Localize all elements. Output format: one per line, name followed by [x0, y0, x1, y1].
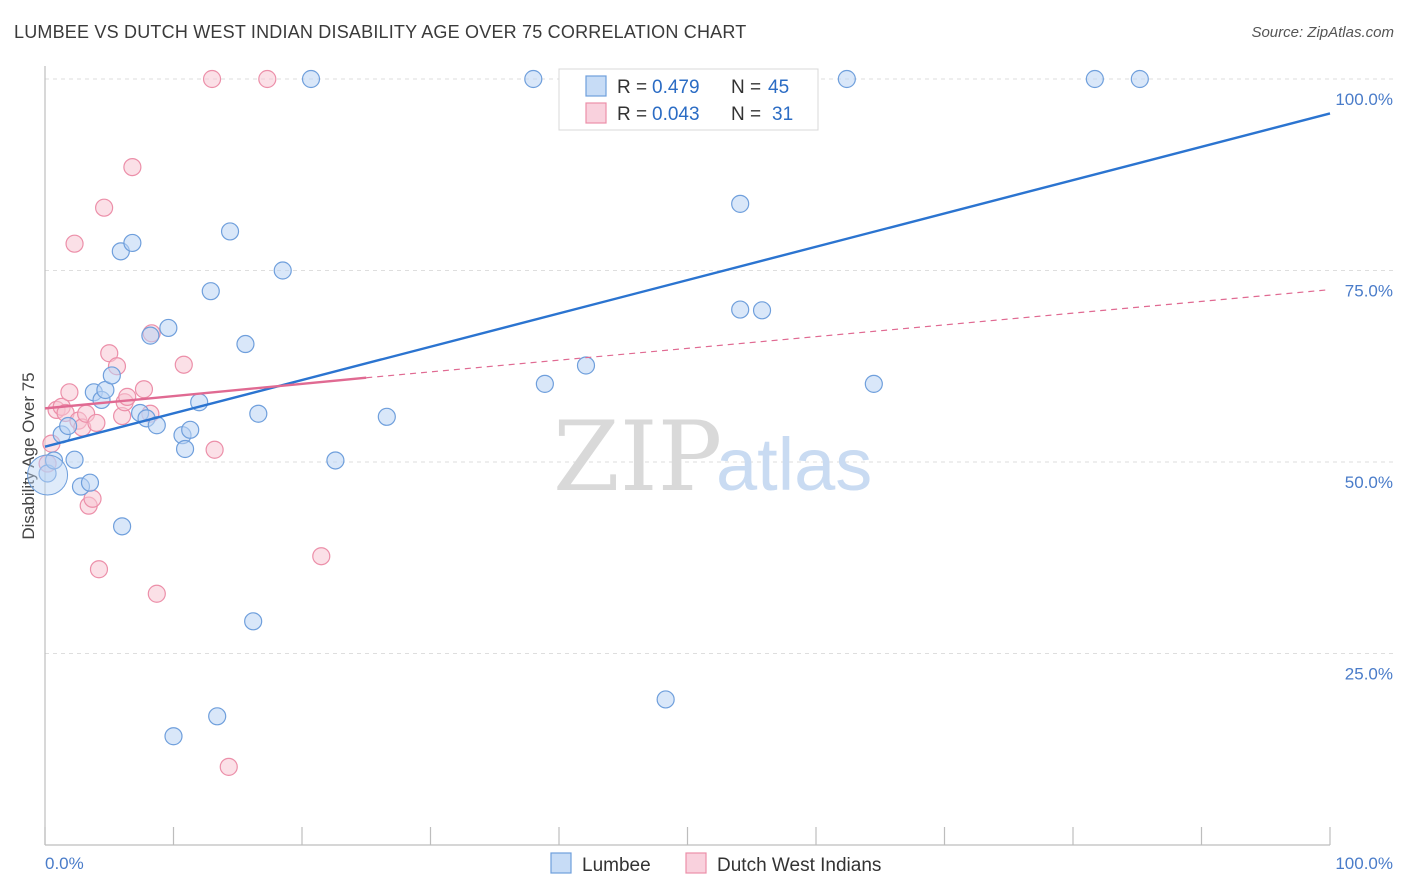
data-point-dutch-west-indians: [258, 69, 277, 89]
data-point-lumbee: [112, 517, 132, 536]
bottom-legend-label-lumbee: Lumbee: [582, 855, 651, 876]
bottom-legend-label-dutch-west-indians: Dutch West Indians: [717, 855, 881, 876]
data-point-dutch-west-indians: [312, 547, 331, 566]
bottom-legend-swatch-dutch-west-indians: [685, 852, 707, 874]
trendline-dutch-west-indians: [44, 376, 367, 410]
data-point-lumbee: [201, 282, 220, 301]
x-tick-label: 0.0%: [45, 854, 84, 873]
watermark-zip: ZIP: [553, 401, 722, 513]
data-point-lumbee: [159, 318, 178, 338]
data-point-lumbee: [181, 420, 200, 439]
data-point-dutch-west-indians: [202, 69, 222, 89]
data-point-dutch-west-indians: [219, 757, 238, 776]
legend-box: R = 0.479 N = 45 R = 0.043 N = 31: [558, 68, 819, 131]
source-credit: Source: ZipAtlas.com: [1251, 24, 1394, 41]
series-dutch-west-indians-points: [38, 69, 331, 776]
legend-r-label-lumbee: R =: [617, 77, 647, 98]
data-point-lumbee: [175, 439, 195, 459]
legend-n-label-lumbee: N =: [731, 77, 761, 98]
data-point-lumbee: [864, 374, 883, 393]
data-point-lumbee: [208, 707, 227, 726]
data-point-lumbee: [524, 69, 543, 89]
legend-n-value-lumbee: 45: [768, 77, 789, 98]
data-point-lumbee: [752, 301, 772, 320]
data-point-lumbee: [731, 194, 750, 213]
legend-r-value-dutch-west-indians: 0.043: [652, 104, 700, 125]
legend-swatch-lumbee: [585, 75, 607, 97]
data-point-lumbee: [244, 612, 263, 631]
data-point-dutch-west-indians: [89, 560, 109, 579]
data-point-lumbee: [220, 222, 240, 241]
data-point-dutch-west-indians: [205, 440, 224, 459]
data-point-lumbee-large: [27, 454, 69, 496]
grid-lines: [45, 78, 1394, 654]
data-point-lumbee: [65, 450, 84, 469]
data-point-dutch-west-indians: [60, 383, 79, 402]
data-point-lumbee: [123, 233, 142, 253]
data-point-dutch-west-indians: [118, 387, 137, 406]
data-point-lumbee: [273, 261, 292, 280]
bottom-legend-swatch-lumbee: [550, 852, 572, 874]
data-point-lumbee: [44, 451, 64, 470]
data-point-lumbee: [80, 473, 100, 492]
bottom-legend: Lumbee Dutch West Indians: [550, 852, 881, 876]
y-axis-title: Disability Age Over 75: [19, 372, 38, 539]
data-point-dutch-west-indians: [174, 355, 193, 374]
data-point-lumbee: [102, 366, 121, 385]
data-point-dutch-west-indians: [147, 584, 166, 603]
data-point-lumbee: [535, 374, 554, 393]
data-point-lumbee: [141, 326, 160, 345]
legend-r-value-lumbee: 0.479: [652, 77, 700, 98]
watermark-atlas: atlas: [716, 423, 872, 506]
series-lumbee-points: [27, 69, 1149, 746]
data-point-lumbee: [59, 416, 78, 436]
legend-n-value-dutch-west-indians: 31: [772, 104, 793, 125]
data-point-lumbee: [837, 69, 856, 89]
y-tick-label: 100.0%: [1335, 90, 1393, 109]
trendline-dutch-west-indians-extension: [366, 289, 1331, 379]
data-point-lumbee: [731, 300, 750, 319]
data-point-lumbee: [301, 69, 321, 89]
data-point-lumbee: [1130, 69, 1149, 89]
trendline-lumbee: [44, 112, 1331, 448]
data-point-dutch-west-indians: [65, 234, 84, 253]
y-tick-label: 50.0%: [1345, 473, 1393, 492]
trend-lines: [44, 112, 1331, 448]
data-point-lumbee: [249, 404, 268, 423]
data-point-lumbee: [377, 407, 396, 426]
data-point-lumbee: [236, 334, 255, 354]
legend-n-label-dutch-west-indians: N =: [731, 104, 761, 125]
data-point-lumbee: [1085, 69, 1104, 89]
data-point-lumbee: [164, 727, 183, 746]
y-tick-label: 75.0%: [1345, 282, 1393, 301]
data-point-dutch-west-indians: [123, 157, 142, 177]
data-point-dutch-west-indians: [87, 413, 106, 433]
chart-title: LUMBEE VS DUTCH WEST INDIAN DISABILITY A…: [14, 22, 747, 42]
y-tick-labels: 25.0% 50.0% 75.0% 100.0%: [1335, 90, 1393, 684]
legend-r-label-dutch-west-indians: R =: [617, 104, 647, 125]
data-point-dutch-west-indians: [134, 380, 154, 399]
data-point-dutch-west-indians: [95, 198, 114, 217]
legend-swatch-dutch-west-indians: [585, 102, 607, 124]
watermark: ZIP atlas: [553, 401, 872, 513]
data-point-lumbee: [576, 356, 596, 375]
data-point-lumbee: [656, 690, 675, 709]
data-point-lumbee: [326, 451, 345, 470]
y-tick-label: 25.0%: [1345, 665, 1393, 684]
x-tick-labels: 0.0% 100.0%: [45, 854, 1393, 873]
x-tick-label: 100.0%: [1335, 854, 1393, 873]
